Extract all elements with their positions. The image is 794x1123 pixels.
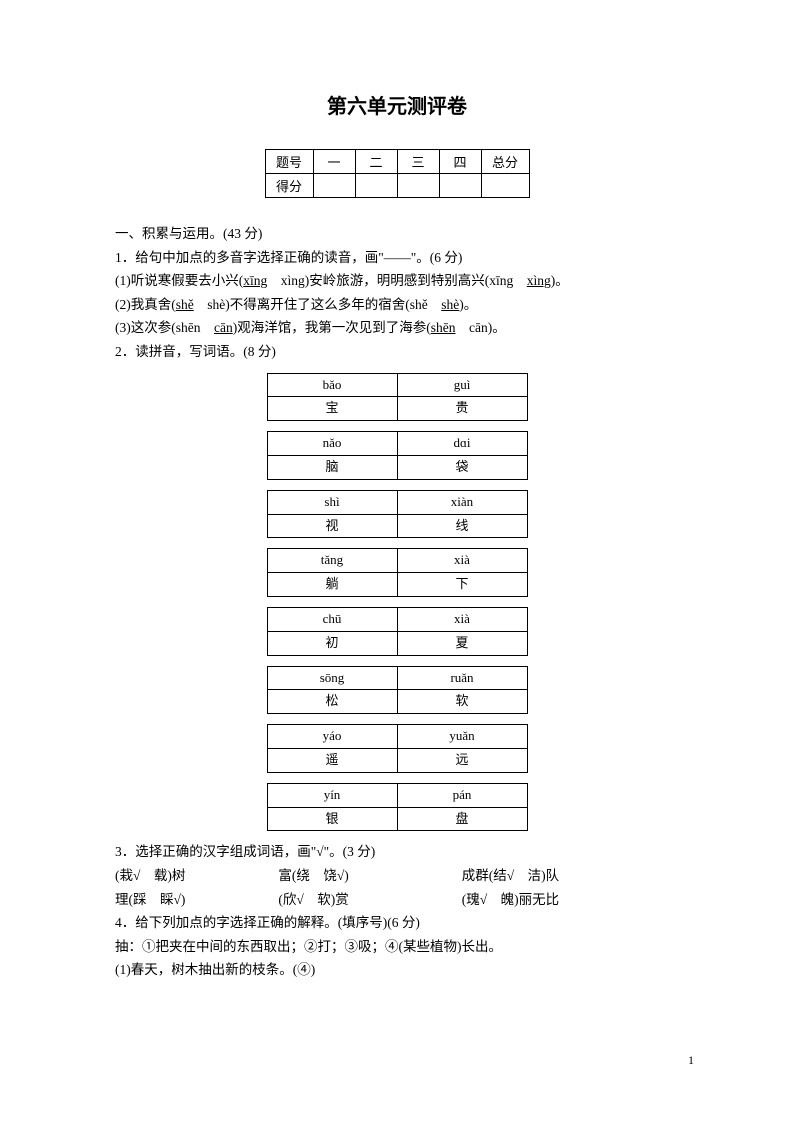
- cell: 贵: [397, 397, 527, 421]
- cell: 四: [439, 150, 481, 174]
- table-row: 题号 一 二 三 四 总分: [265, 150, 529, 174]
- cell: 初: [267, 631, 397, 655]
- text: (欣√ 软)赏: [278, 889, 458, 911]
- pinyin-table: yínpán 银盘: [267, 783, 528, 832]
- cell: 松: [267, 690, 397, 714]
- pinyin-section: bǎoguì 宝贵 nǎodɑi 脑袋 shìxiàn 视线 tǎngxià 躺…: [115, 373, 679, 832]
- text: cān)。: [455, 320, 505, 335]
- cell: yuǎn: [397, 725, 527, 749]
- text: )。: [551, 273, 569, 288]
- text: 富(绕 饶√): [278, 865, 458, 887]
- underline: cān: [214, 320, 233, 335]
- cell: [313, 174, 355, 198]
- cell: 三: [397, 150, 439, 174]
- cell: [397, 174, 439, 198]
- cell: 视: [267, 514, 397, 538]
- underline: xīng: [243, 273, 267, 288]
- question-item: (栽√ 载)树 富(绕 饶√) 成群(结√ 洁)队: [115, 865, 679, 887]
- text: (1)听说寒假要去小兴(: [115, 273, 243, 288]
- cell: 下: [397, 573, 527, 597]
- text: )。: [459, 297, 477, 312]
- score-table: 题号 一 二 三 四 总分 得分: [265, 149, 530, 198]
- cell-label: 得分: [265, 174, 313, 198]
- text: )观海洋馆，我第一次见到了海参(: [233, 320, 431, 335]
- pinyin-table: bǎoguì 宝贵: [267, 373, 528, 422]
- text: (2)我真舍(: [115, 297, 176, 312]
- cell: 夏: [397, 631, 527, 655]
- question-stem: 1．给句中加点的多音字选择正确的读音，画"——"。(6 分): [115, 247, 679, 269]
- cell: ruǎn: [397, 666, 527, 690]
- cell: 远: [397, 748, 527, 772]
- question-stem: 4．给下列加点的字选择正确的解释。(填序号)(6 分): [115, 912, 679, 934]
- cell: 二: [355, 150, 397, 174]
- cell: nǎo: [267, 432, 397, 456]
- cell: 软: [397, 690, 527, 714]
- cell: [439, 174, 481, 198]
- question-item: (2)我真舍(shě shè)不得离开住了这么多年的宿舍(shě shè)。: [115, 294, 679, 316]
- cell: 总分: [481, 150, 529, 174]
- underline: shēn: [431, 320, 456, 335]
- text: (瑰√ 魄)丽无比: [462, 889, 559, 911]
- cell: [481, 174, 529, 198]
- cell: 脑: [267, 455, 397, 479]
- cell: 躺: [267, 573, 397, 597]
- cell: guì: [397, 373, 527, 397]
- pinyin-table: chūxià 初夏: [267, 607, 528, 656]
- cell: shì: [267, 490, 397, 514]
- pinyin-table: shìxiàn 视线: [267, 490, 528, 539]
- cell: [355, 174, 397, 198]
- section-heading: 一、积累与运用。(43 分): [115, 223, 679, 245]
- cell: bǎo: [267, 373, 397, 397]
- cell: sōng: [267, 666, 397, 690]
- pinyin-table: sōngruǎn 松软: [267, 666, 528, 715]
- cell: yáo: [267, 725, 397, 749]
- cell: 盘: [397, 807, 527, 831]
- text: 成群(结√ 洁)队: [462, 865, 559, 887]
- pinyin-table: yáoyuǎn 遥远: [267, 724, 528, 773]
- underline: xìng: [527, 273, 551, 288]
- question-def: 抽：①把夹在中间的东西取出；②打；③吸；④(某些植物)长出。: [115, 936, 679, 958]
- cell: 袋: [397, 455, 527, 479]
- text: 理(踩 睬√): [115, 889, 275, 911]
- cell: xià: [397, 549, 527, 573]
- question-item: (1)春天，树木抽出新的枝条。(④): [115, 959, 679, 981]
- cell: yín: [267, 783, 397, 807]
- table-row: 得分: [265, 174, 529, 198]
- cell: pán: [397, 783, 527, 807]
- text: xìng)安岭旅游，明明感到特别高兴(xīng: [267, 273, 527, 288]
- question-item: (3)这次参(shēn cān)观海洋馆，我第一次见到了海参(shēn cān)…: [115, 317, 679, 339]
- text: (3)这次参(shēn: [115, 320, 214, 335]
- body: 一、积累与运用。(43 分) 1．给句中加点的多音字选择正确的读音，画"——"。…: [115, 223, 679, 981]
- cell: 线: [397, 514, 527, 538]
- cell: 宝: [267, 397, 397, 421]
- page-title: 第六单元测评卷: [115, 90, 679, 119]
- cell: chū: [267, 607, 397, 631]
- question-item: 理(踩 睬√) (欣√ 软)赏 (瑰√ 魄)丽无比: [115, 889, 679, 911]
- question-stem: 3．选择正确的汉字组成词语，画"√"。(3 分): [115, 841, 679, 863]
- question-stem: 2．读拼音，写词语。(8 分): [115, 341, 679, 363]
- text: shè)不得离开住了这么多年的宿舍(shě: [194, 297, 441, 312]
- cell-label: 题号: [265, 150, 313, 174]
- pinyin-table: nǎodɑi 脑袋: [267, 431, 528, 480]
- cell: xià: [397, 607, 527, 631]
- text: (栽√ 载)树: [115, 865, 275, 887]
- cell: xiàn: [397, 490, 527, 514]
- cell: tǎng: [267, 549, 397, 573]
- cell: 遥: [267, 748, 397, 772]
- underline: shě: [176, 297, 194, 312]
- cell: dɑi: [397, 432, 527, 456]
- underline: shè: [441, 297, 459, 312]
- cell: 一: [313, 150, 355, 174]
- cell: 银: [267, 807, 397, 831]
- question-item: (1)听说寒假要去小兴(xīng xìng)安岭旅游，明明感到特别高兴(xīng…: [115, 270, 679, 292]
- page-number: 1: [688, 1053, 694, 1068]
- pinyin-table: tǎngxià 躺下: [267, 548, 528, 597]
